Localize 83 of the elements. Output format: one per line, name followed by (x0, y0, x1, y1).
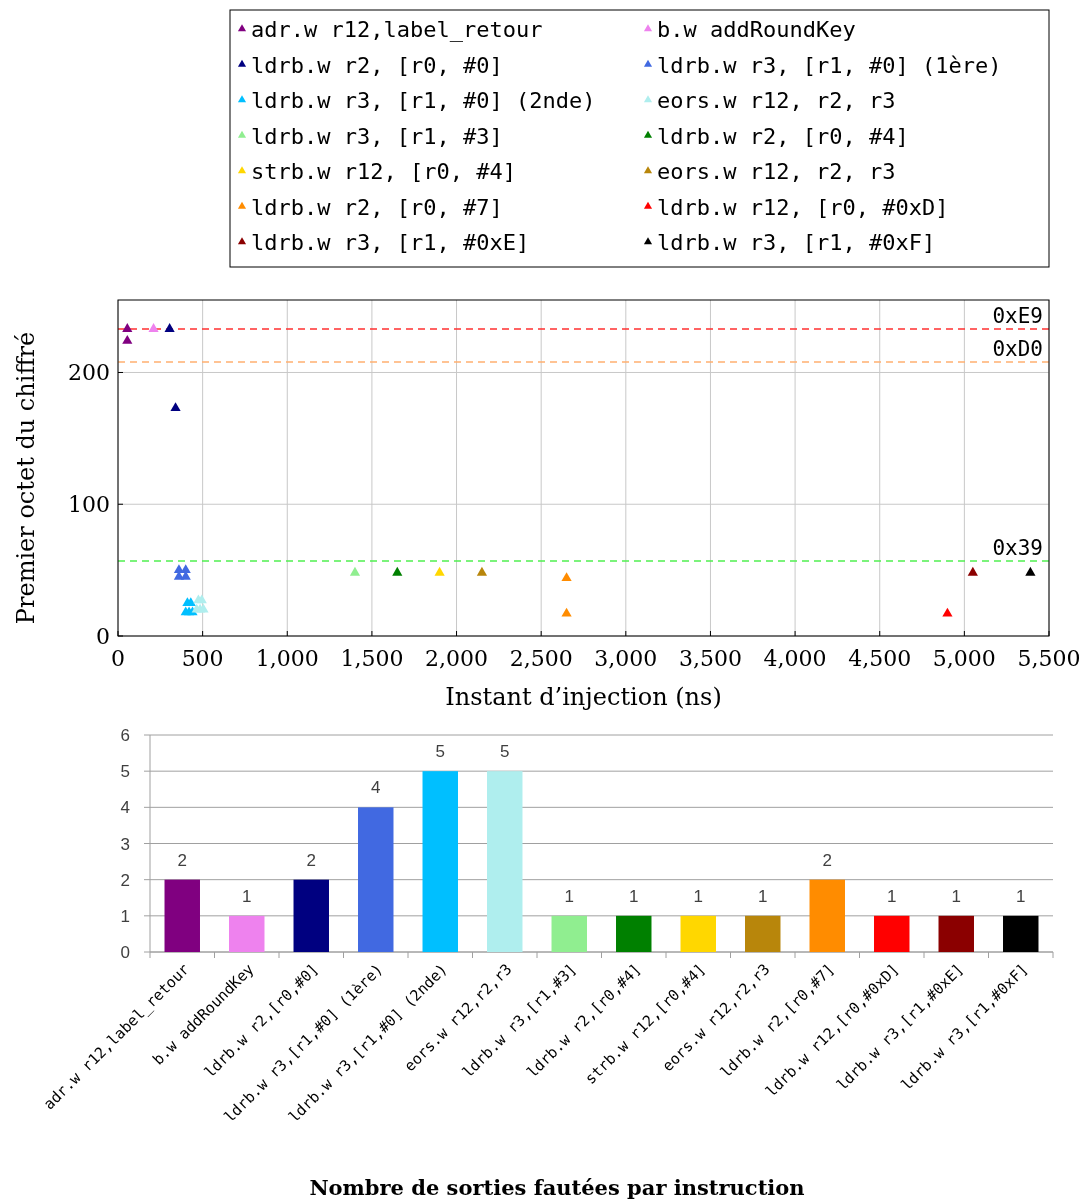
point (170, 402, 181, 411)
bar (358, 807, 394, 952)
point (476, 566, 488, 576)
point (164, 323, 175, 332)
bar (1003, 915, 1039, 952)
x-tick-label: 4,000 (763, 646, 827, 671)
point (1025, 566, 1036, 576)
y-tick-label: 4 (120, 798, 130, 818)
data-label: 1 (887, 886, 897, 906)
point (122, 323, 133, 332)
bar (680, 915, 716, 952)
legend-label: ldrb.w r3, [r1, #0xE] (251, 230, 530, 255)
y-tick-label: 5 (120, 762, 130, 782)
point (561, 607, 572, 617)
legend-label: b.w addRoundKey (657, 17, 856, 42)
y-tick-label: 2 (120, 870, 130, 890)
legend-label: eors.w r12, r2, r3 (657, 88, 896, 113)
data-label: 5 (500, 742, 510, 762)
x-tick-label: 4,500 (848, 646, 912, 671)
y-tick-label: 1 (120, 906, 130, 926)
legend-label: ldrb.w r12, [r0, #0xD] (657, 194, 949, 220)
x-tick-label: 5,500 (1017, 646, 1081, 671)
x-tick-label: 500 (181, 646, 224, 671)
point (122, 334, 133, 344)
point (561, 572, 572, 581)
data-label: 2 (822, 850, 832, 870)
bar (745, 915, 781, 952)
ref-line-label: 0xE9 (992, 303, 1043, 328)
data-label: 1 (951, 886, 961, 906)
point (349, 566, 361, 576)
bar (293, 879, 329, 952)
data-label: 1 (693, 886, 703, 906)
x-tick-label: 2,500 (509, 646, 573, 671)
y-tick-label: 6 (120, 726, 130, 745)
legend-label: ldrb.w r3, [r1, #0] (1ère) (657, 52, 1002, 78)
legend-label: ldrb.w r2, [r0, #7] (251, 194, 503, 220)
point (434, 566, 445, 576)
data-label: 1 (629, 886, 639, 906)
point (392, 566, 403, 576)
bar (487, 771, 523, 952)
ref-line-label: 0xD0 (992, 336, 1043, 361)
bar (164, 879, 200, 952)
point (967, 566, 978, 576)
legend-label: ldrb.w r3, [r1, #3] (251, 123, 503, 149)
bar (874, 915, 910, 952)
x-axis-title: Nombre de sorties fautées par instruction (309, 1175, 805, 1200)
x-tick-label: 3,500 (678, 646, 742, 671)
data-label: 4 (371, 778, 381, 798)
data-label: 5 (435, 742, 445, 762)
ref-line-label: 0x39 (992, 535, 1043, 560)
legend-label: adr.w r12,label_retour (251, 17, 543, 42)
legend-label: strb.w r12, [r0, #4] (251, 159, 516, 184)
point (148, 323, 159, 332)
y-tick-label: 3 (120, 834, 130, 854)
y-tick-label: 200 (68, 360, 110, 386)
data-label: 1 (1016, 886, 1026, 906)
point (942, 607, 953, 617)
bar (551, 915, 587, 952)
bar (809, 879, 845, 952)
legend-label: eors.w r12, r2, r3 (657, 159, 896, 184)
bar (422, 771, 458, 952)
y-tick-label: 0 (120, 943, 130, 962)
legend-label: ldrb.w r3, [r1, #0] (2nde) (251, 88, 596, 113)
x-axis-title: Instant d’injection (ns) (445, 683, 722, 711)
bar (938, 915, 974, 952)
y-tick-label: 100 (68, 492, 110, 518)
bar (616, 915, 652, 952)
x-tick-label: 1,000 (255, 646, 319, 671)
x-tick-label: 5,000 (932, 646, 996, 671)
y-tick-label: 0 (96, 624, 110, 649)
x-tick-label: 3,000 (594, 646, 658, 671)
legend-label: ldrb.w r2, [r0, #4] (657, 123, 909, 149)
x-tick-label: 2,000 (425, 646, 489, 671)
y-axis-title: Premier octet du chiffré (12, 331, 40, 625)
data-label: 2 (306, 850, 316, 870)
data-label: 1 (758, 886, 768, 906)
data-label: 2 (177, 850, 187, 870)
legend-label: ldrb.w r3, [r1, #0xF] (657, 230, 936, 255)
data-label: 1 (564, 886, 574, 906)
legend-label: ldrb.w r2, [r0, #0] (251, 52, 503, 78)
data-label: 1 (242, 886, 252, 906)
bar (229, 915, 265, 952)
x-tick-label: 1,500 (340, 646, 404, 671)
